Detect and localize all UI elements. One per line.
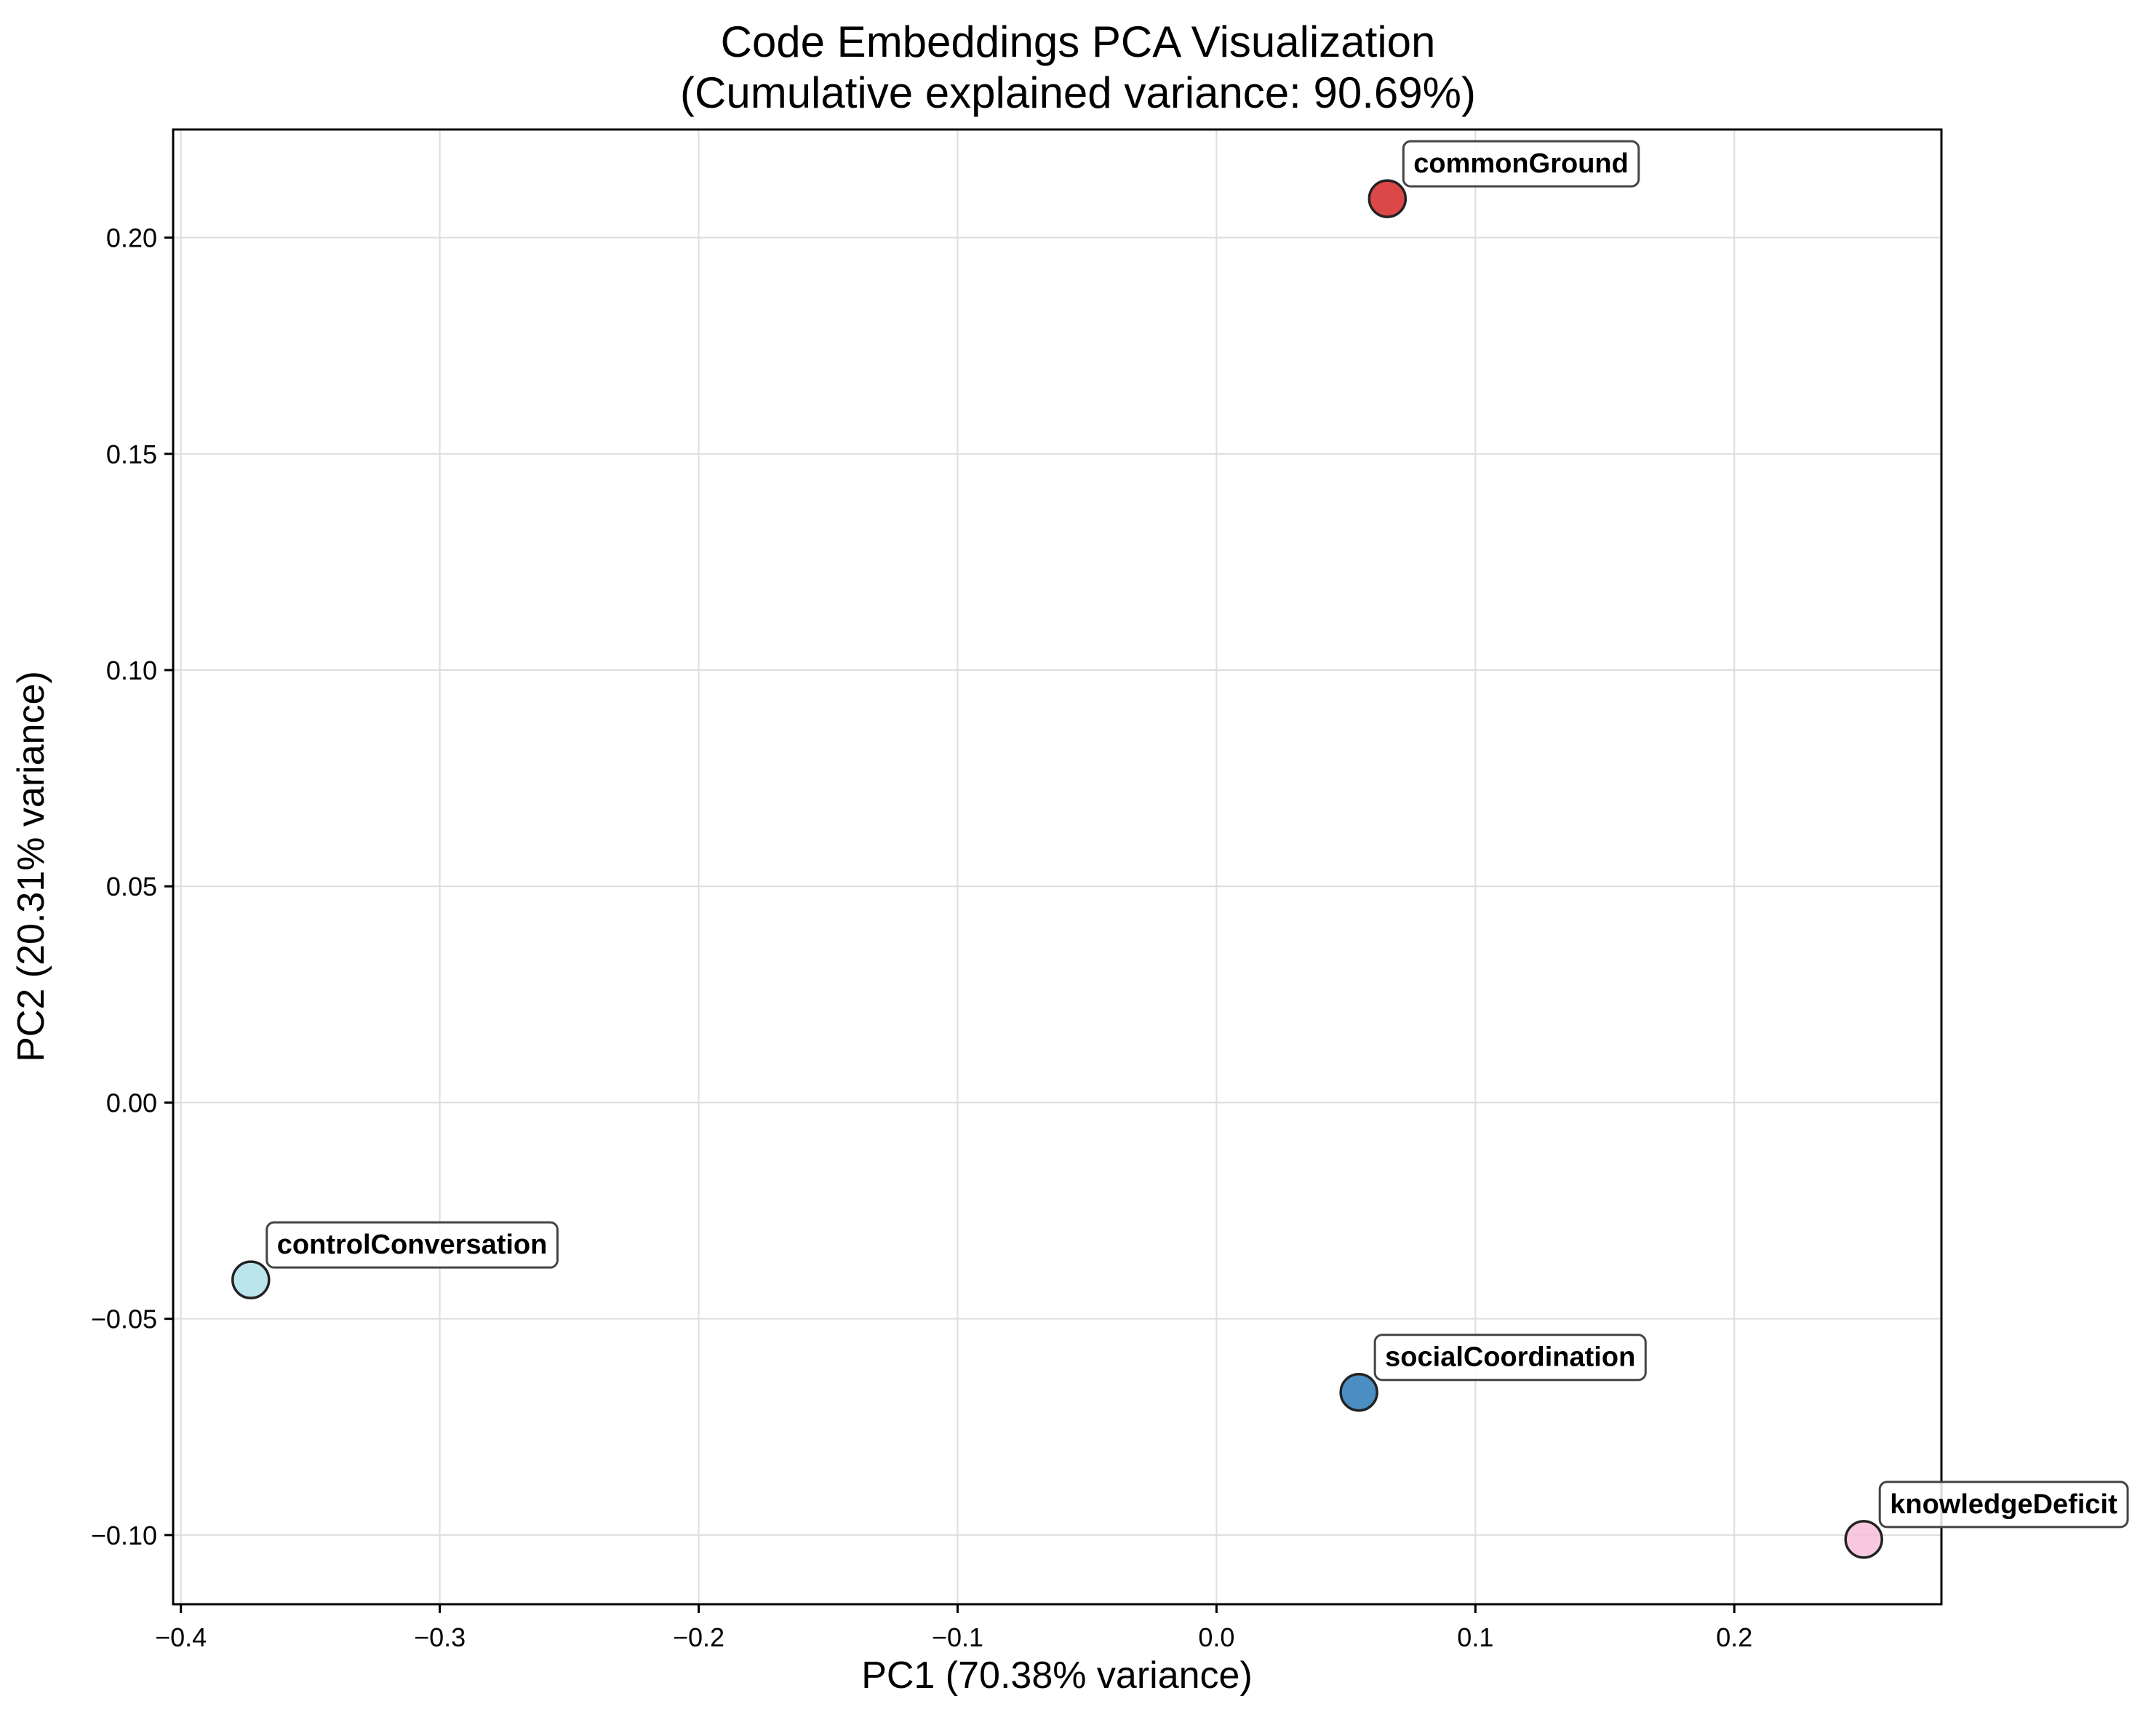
point-group-commonGround: commonGround: [1368, 140, 1640, 218]
x-tick-label: −0.4: [155, 1622, 207, 1652]
x-tick-label: −0.1: [932, 1622, 983, 1652]
y-tick-label: 0.10: [106, 656, 157, 685]
x-tick-label: 0.1: [1457, 1622, 1493, 1652]
x-axis-ticks: −0.4 −0.3 −0.2 −0.1 0.0 0.1 0.2: [155, 1604, 1752, 1652]
y-axis-label: PC2 (20.31% variance): [10, 671, 52, 1062]
point-group-knowledgeDeficit: knowledgeDeficit: [1844, 1481, 2129, 1559]
point-label-box: [1878, 1481, 2129, 1529]
x-tick-label: 0.2: [1716, 1622, 1752, 1652]
x-tick-label: −0.3: [414, 1622, 466, 1652]
point-label: controlConversation: [277, 1230, 548, 1260]
scatter-point: [231, 1260, 271, 1299]
scatter-point: [1844, 1520, 1883, 1559]
x-axis-label: PC1 (70.38% variance): [861, 1654, 1253, 1697]
x-tick-label: −0.2: [673, 1622, 724, 1652]
scatter-point: [1339, 1372, 1378, 1412]
grid-lines: [173, 130, 1941, 1604]
y-tick-label: 0.20: [106, 223, 157, 253]
y-tick-label: 0.05: [106, 872, 157, 901]
plot-area-frame: [172, 128, 1943, 1606]
y-tick-label: −0.10: [91, 1521, 157, 1550]
point-group-socialCoordination: socialCoordination: [1339, 1334, 1647, 1412]
data-points: commonGround controlConversation socialCoo…: [231, 140, 2129, 1559]
point-label: knowledgeDeficit: [1890, 1489, 2117, 1520]
point-label: socialCoordination: [1385, 1342, 1635, 1373]
y-axis-ticks: −0.10 −0.05 0.00 0.05 0.10 0.15 0.20: [91, 223, 173, 1550]
y-tick-label: −0.05: [91, 1304, 157, 1334]
point-label-box: [1373, 1334, 1647, 1382]
chart-subtitle: (Cumulative explained variance: 90.69%): [680, 68, 1476, 117]
point-group-controlConversation: controlConversation: [231, 1221, 559, 1299]
y-tick-label: 0.15: [106, 439, 157, 469]
point-label-box: [265, 1221, 559, 1269]
y-tick-label: 0.00: [106, 1088, 157, 1118]
x-tick-label: 0.0: [1198, 1622, 1234, 1652]
point-label-box: [1402, 140, 1640, 188]
point-label: commonGround: [1413, 148, 1629, 179]
chart-title: Code Embeddings PCA Visualization: [721, 17, 1436, 66]
scatter-point: [1368, 179, 1408, 218]
